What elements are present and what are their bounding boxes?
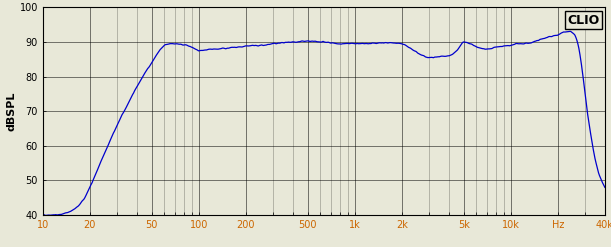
Y-axis label: dBSPL: dBSPL [7,91,16,131]
Text: CLIO: CLIO [567,14,599,27]
